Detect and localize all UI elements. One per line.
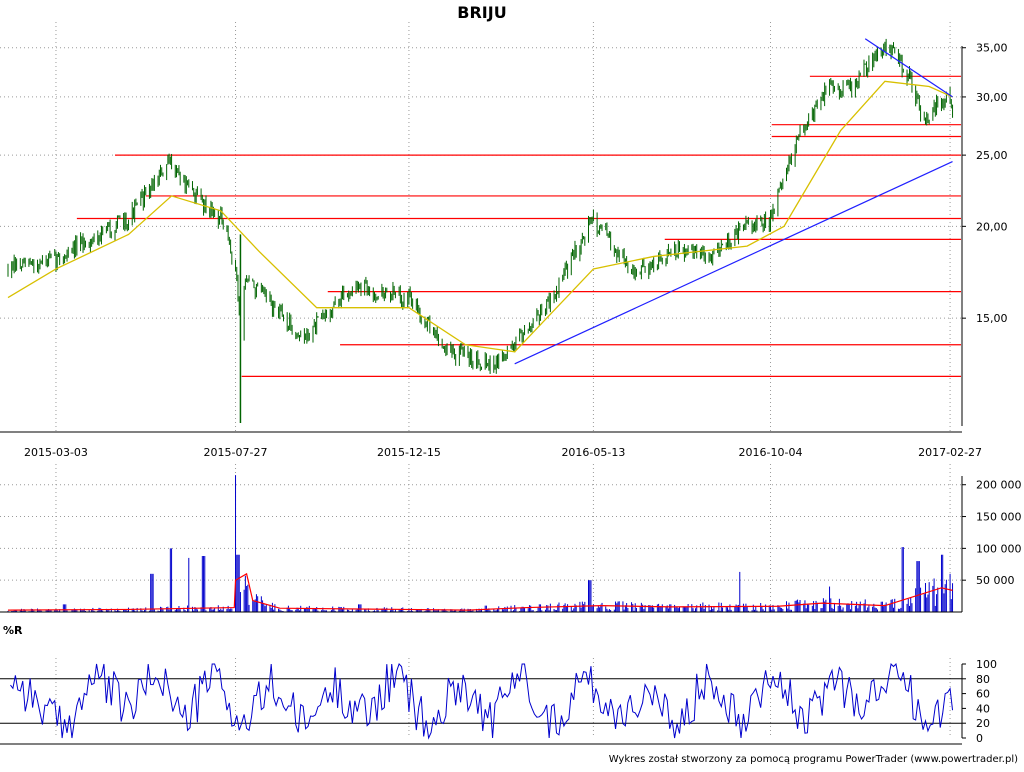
price-y-tick-label: 15,00 [976, 312, 1008, 325]
footer-credit: Wykres został stworzony za pomocą progra… [609, 754, 1018, 765]
x-tick-label: 2017-02-27 [918, 446, 982, 459]
price-y-tick-label: 35,00 [976, 42, 1008, 55]
moving-average-line [7, 80, 953, 353]
x-tick-label: 2015-12-15 [377, 446, 441, 459]
oscillator-y-tick-label: 80 [976, 673, 990, 686]
oscillator-y-tick-label: 100 [976, 658, 997, 671]
price-y-tick-label: 20,00 [976, 220, 1008, 233]
oscillator-y-tick-label: 20 [976, 717, 990, 730]
oscillator-pane [0, 662, 962, 740]
x-tick-label: 2015-03-03 [24, 446, 88, 459]
oscillator-y-tick-label: 60 [976, 688, 990, 701]
oscillator-pane-label: %R [3, 624, 23, 637]
trend-line [514, 161, 953, 365]
chart-title: BRIJU [457, 3, 506, 22]
price-pane [7, 38, 961, 424]
price-y-tick-label: 25,00 [976, 149, 1008, 162]
oscillator-y-tick-label: 0 [976, 732, 983, 745]
volume-pane [7, 475, 954, 612]
volume-y-tick-label: 100 000 [976, 542, 1022, 555]
x-tick-label: 2015-07-27 [204, 446, 268, 459]
volume-y-tick-label: 50 000 [976, 574, 1015, 587]
price-y-tick-label: 30,00 [976, 91, 1008, 104]
x-tick-label: 2016-10-04 [739, 446, 803, 459]
oscillator-line [10, 662, 954, 740]
volume-average-line [7, 572, 953, 611]
volume-y-tick-label: 200 000 [976, 479, 1022, 492]
volume-y-tick-label: 150 000 [976, 511, 1022, 524]
oscillator-y-tick-label: 40 [976, 702, 990, 715]
axes: 2015-03-03 2015-07-27 2015-12-15 2016-05-13… [0, 42, 1022, 745]
trend-line [864, 38, 953, 98]
x-tick-label: 2016-05-13 [561, 446, 625, 459]
